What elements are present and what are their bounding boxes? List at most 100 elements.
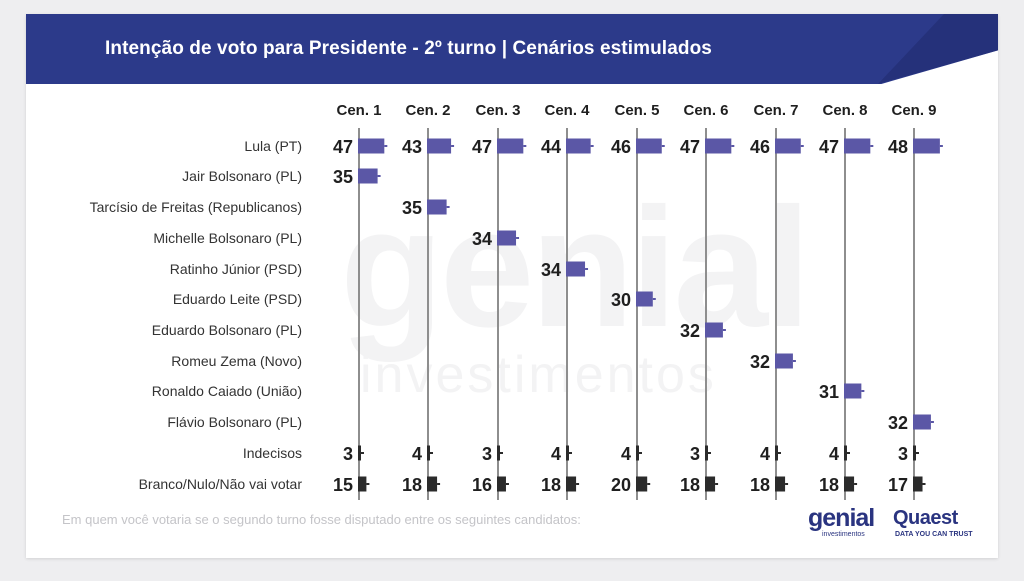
value-label: 47 xyxy=(680,137,700,157)
quaest-logo-tagline: DATA YOU CAN TRUST xyxy=(895,531,973,538)
value-label: 43 xyxy=(402,137,422,157)
value-bar xyxy=(427,138,452,154)
value-bar xyxy=(844,476,855,492)
quaest-logo: Quaest DATA YOU CAN TRUST xyxy=(893,507,973,543)
candidate-label: Jair Bolsonaro (PL) xyxy=(182,168,302,184)
candidate-label: Branco/Nulo/Não vai votar xyxy=(139,476,303,492)
candidate-label: Eduardo Leite (PSD) xyxy=(173,291,302,307)
value-bar xyxy=(705,322,723,338)
value-bar xyxy=(497,476,506,492)
candidate-label: Romeu Zema (Novo) xyxy=(171,353,302,369)
value-bar xyxy=(427,476,438,492)
value-label: 48 xyxy=(888,137,908,157)
value-label: 18 xyxy=(750,475,770,495)
value-bar xyxy=(636,138,662,154)
scenario-header: Cen. 7 xyxy=(753,102,798,119)
value-label: 16 xyxy=(472,475,492,495)
quaest-logo-word: Quaest xyxy=(893,507,958,529)
value-bar xyxy=(913,476,923,492)
value-bar xyxy=(705,138,732,154)
scenario-header: Cen. 5 xyxy=(614,102,659,119)
scenario-header: Cen. 2 xyxy=(405,102,450,119)
value-label: 3 xyxy=(898,444,908,464)
value-label: 4 xyxy=(412,444,422,464)
value-label: 32 xyxy=(888,413,908,433)
value-bar xyxy=(566,476,577,492)
scenario-header: Cen. 6 xyxy=(683,102,728,119)
value-label: 47 xyxy=(472,137,492,157)
value-bar xyxy=(913,445,916,461)
value-label: 15 xyxy=(333,475,353,495)
candidate-label: Flávio Bolsonaro (PL) xyxy=(167,414,302,430)
value-bar xyxy=(566,261,586,277)
value-label: 4 xyxy=(760,444,770,464)
value-label: 34 xyxy=(472,229,492,249)
value-bar xyxy=(358,168,378,184)
genial-logo: genial investimentos xyxy=(808,504,888,542)
scenario-header: Cen. 4 xyxy=(544,102,590,119)
candidate-label: Lula (PT) xyxy=(244,138,302,154)
value-bar xyxy=(427,199,447,215)
value-label: 18 xyxy=(680,475,700,495)
value-label: 32 xyxy=(680,321,700,341)
value-label: 3 xyxy=(343,444,353,464)
chart-card xyxy=(26,14,998,558)
value-label: 35 xyxy=(402,198,422,218)
scenario-header: Cen. 1 xyxy=(336,102,381,119)
value-label: 4 xyxy=(621,444,631,464)
scenario-header: Cen. 9 xyxy=(891,102,936,119)
value-label: 3 xyxy=(482,444,492,464)
value-bar xyxy=(566,445,569,461)
value-bar xyxy=(497,138,524,154)
value-bar xyxy=(636,291,653,307)
scenario-header: Cen. 8 xyxy=(822,102,867,119)
value-label: 47 xyxy=(819,137,839,157)
value-bar xyxy=(844,138,871,154)
value-label: 34 xyxy=(541,260,561,280)
candidate-label: Indecisos xyxy=(243,445,302,461)
value-bar xyxy=(775,445,778,461)
value-bar xyxy=(636,476,648,492)
value-bar xyxy=(427,445,430,461)
scenario-header: Cen. 3 xyxy=(475,102,520,119)
value-bar xyxy=(566,138,591,154)
value-bar xyxy=(844,383,862,399)
value-bar xyxy=(358,445,361,461)
value-label: 35 xyxy=(333,167,353,187)
value-bar xyxy=(775,476,786,492)
value-bar xyxy=(775,138,801,154)
value-bar xyxy=(497,445,500,461)
value-label: 20 xyxy=(611,475,631,495)
candidate-label: Tarcísio de Freitas (Republicanos) xyxy=(90,199,302,215)
candidate-label: Michelle Bolsonaro (PL) xyxy=(153,230,302,246)
value-label: 18 xyxy=(819,475,839,495)
candidate-label: Eduardo Bolsonaro (PL) xyxy=(152,322,302,338)
value-label: 18 xyxy=(541,475,561,495)
value-bar xyxy=(497,230,517,246)
value-bar xyxy=(705,476,716,492)
value-bar xyxy=(705,445,708,461)
genial-logo-sub: investimentos xyxy=(822,531,865,538)
value-label: 4 xyxy=(829,444,839,464)
candidate-label: Ratinho Júnior (PSD) xyxy=(170,261,302,277)
value-bar xyxy=(913,138,940,154)
value-label: 46 xyxy=(750,137,770,157)
value-label: 46 xyxy=(611,137,631,157)
value-bar xyxy=(636,445,639,461)
value-label: 47 xyxy=(333,137,353,157)
value-bar xyxy=(775,353,793,369)
value-label: 4 xyxy=(551,444,561,464)
value-label: 44 xyxy=(541,137,561,157)
value-bar xyxy=(913,414,931,430)
header-banner xyxy=(26,14,998,84)
value-label: 31 xyxy=(819,382,839,402)
footnote: Em quem você votaria se o segundo turno … xyxy=(62,512,581,527)
value-label: 32 xyxy=(750,352,770,372)
value-label: 18 xyxy=(402,475,422,495)
value-label: 30 xyxy=(611,290,631,310)
value-bar xyxy=(844,445,847,461)
genial-logo-word: genial xyxy=(808,504,875,532)
value-bar xyxy=(358,138,385,154)
value-bar xyxy=(358,476,367,492)
